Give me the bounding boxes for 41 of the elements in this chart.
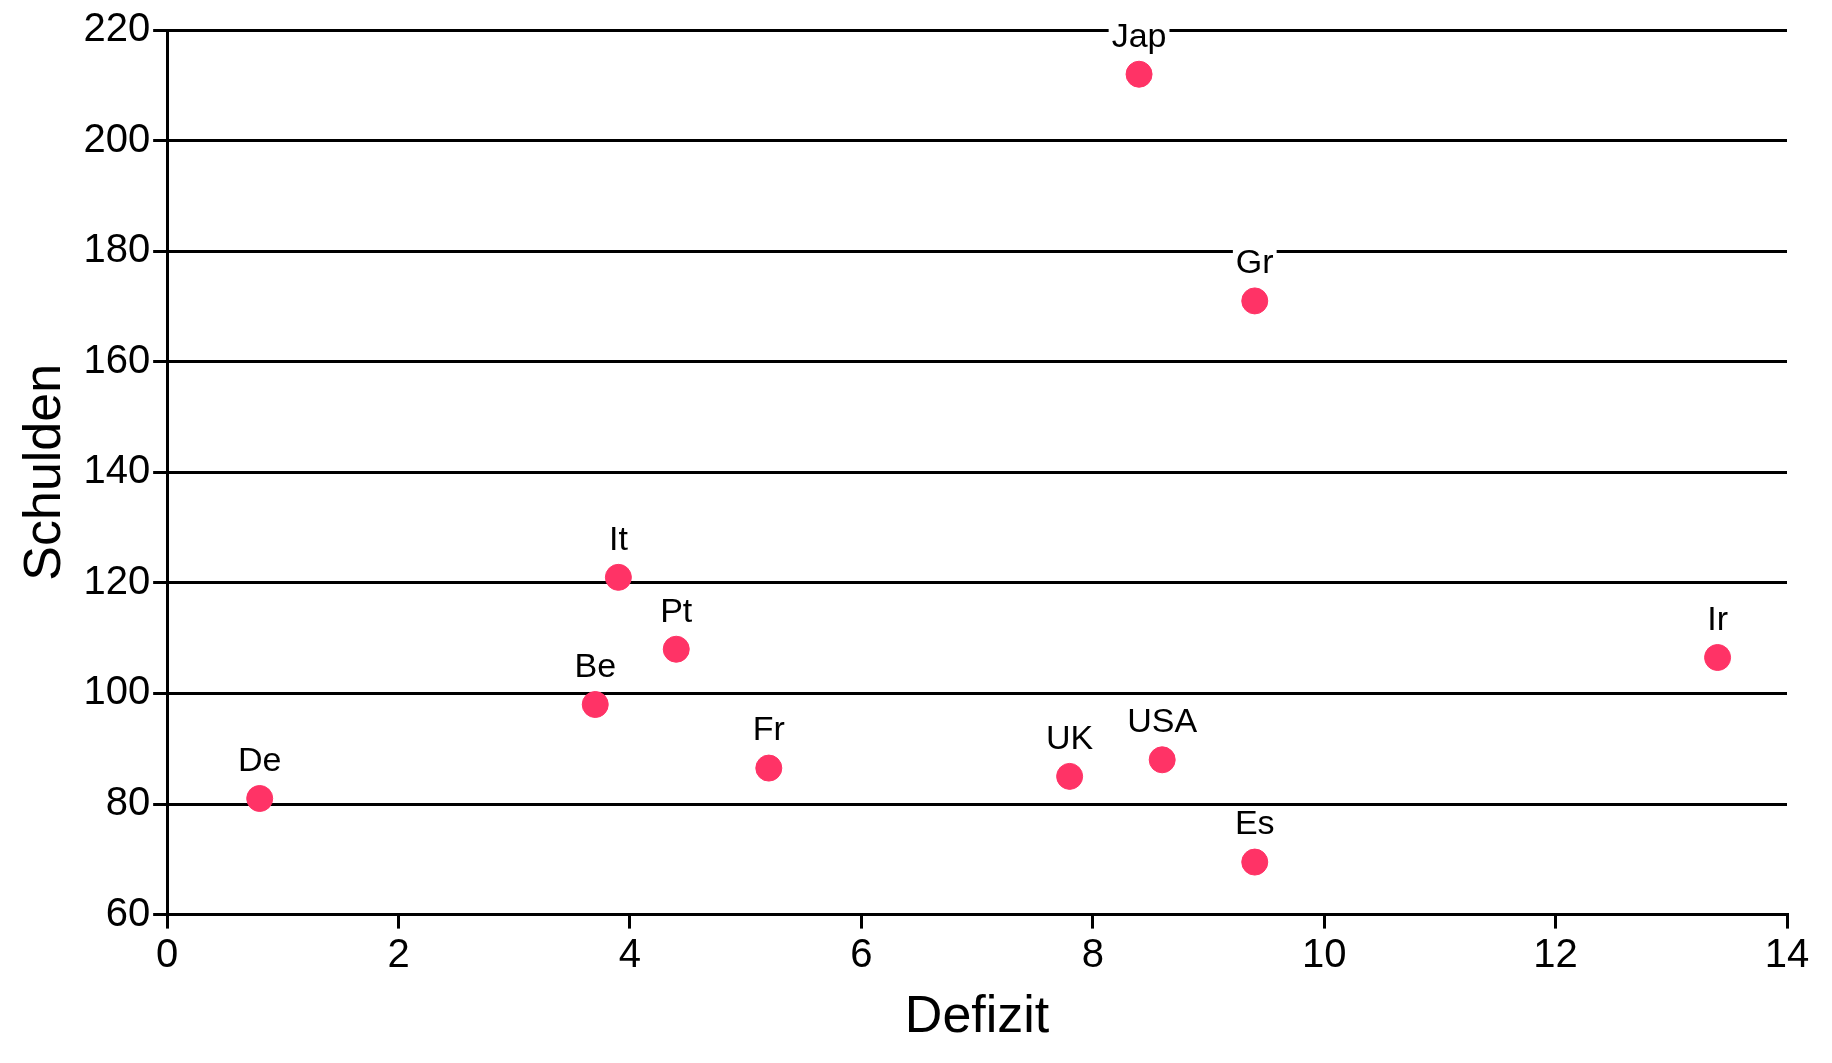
x-tick-label: 4: [618, 930, 642, 975]
y-axis-title: Schulden: [12, 363, 71, 581]
point: [581, 691, 609, 719]
point: [604, 563, 632, 591]
y-tick-label: 180: [83, 226, 151, 271]
x-axis-title: Defizit: [904, 985, 1050, 1044]
annotation: Ir: [1707, 598, 1728, 637]
annotation: UK: [1046, 717, 1094, 756]
point: [1704, 644, 1732, 672]
annotation: Be: [574, 645, 617, 684]
annotation: Fr: [752, 709, 785, 748]
annotation: Es: [1234, 803, 1275, 842]
y-tick-label: 200: [83, 115, 151, 160]
annotation: Gr: [1235, 242, 1274, 281]
point: [662, 635, 690, 663]
annotation: USA: [1127, 701, 1198, 740]
x-tick-label: 14: [1764, 930, 1810, 975]
annotation: De: [237, 739, 282, 778]
point: [246, 785, 274, 812]
point: [1241, 848, 1269, 876]
y-tick-label: 60: [105, 889, 151, 934]
annotation: Jap: [1111, 15, 1167, 54]
point: [1125, 60, 1153, 88]
x-tick-label: 2: [387, 930, 410, 975]
x-tick-label: 0: [156, 930, 179, 975]
x-tick-label: 12: [1533, 930, 1578, 975]
x-tick-label: 6: [850, 930, 873, 975]
point: [755, 754, 783, 782]
annotation: Pt: [660, 590, 693, 629]
x-tick-label: 10: [1301, 930, 1347, 975]
y-tick-label: 120: [83, 557, 151, 602]
y-tick-label: 80: [105, 779, 151, 824]
annotation: It: [608, 518, 629, 557]
y-tick-label: 160: [83, 336, 151, 381]
y-tick-label: 100: [83, 668, 151, 713]
point: [1056, 762, 1084, 790]
x-tick-label: 8: [1081, 930, 1104, 975]
point: [1148, 746, 1176, 774]
y-tick-label: 140: [83, 447, 151, 492]
point: [1241, 287, 1269, 315]
y-tick-label: 220: [83, 5, 151, 50]
